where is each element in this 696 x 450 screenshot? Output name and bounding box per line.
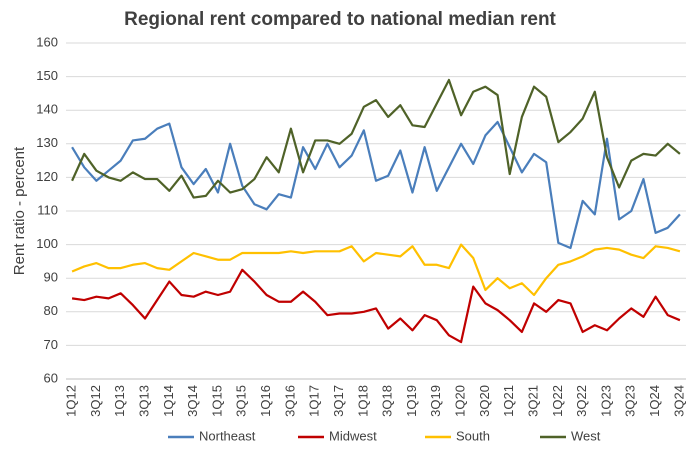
x-tick-label: 1Q12 bbox=[64, 385, 79, 417]
x-tick-label: 3Q21 bbox=[525, 385, 540, 417]
series-line bbox=[71, 243, 681, 297]
x-tick-label: 1Q24 bbox=[647, 385, 662, 417]
x-tick-label: 1Q19 bbox=[404, 385, 419, 417]
x-tick-label: 3Q24 bbox=[671, 385, 686, 417]
x-tick-label: 1Q14 bbox=[161, 385, 176, 417]
x-tick-label: 3Q22 bbox=[574, 385, 589, 417]
x-tick-label: 3Q12 bbox=[88, 385, 103, 417]
series-line bbox=[71, 120, 681, 250]
x-tick-label: 3Q17 bbox=[331, 385, 346, 417]
x-tick-label: 3Q23 bbox=[623, 385, 638, 417]
legend-label: Northeast bbox=[199, 428, 256, 443]
x-tick-label: 1Q20 bbox=[453, 385, 468, 417]
y-tick-label: 140 bbox=[36, 102, 58, 117]
y-tick-label: 120 bbox=[36, 169, 58, 184]
y-tick-label: 130 bbox=[36, 135, 58, 150]
series-line bbox=[71, 268, 681, 344]
legend-label: West bbox=[571, 428, 601, 443]
y-tick-label: 90 bbox=[44, 270, 58, 285]
x-tick-label: 3Q14 bbox=[185, 385, 200, 417]
x-tick-label: 1Q13 bbox=[112, 385, 127, 417]
legend-label: Midwest bbox=[329, 428, 377, 443]
x-tick-label: 1Q18 bbox=[355, 385, 370, 417]
x-tick-label: 1Q16 bbox=[258, 385, 273, 417]
y-tick-label: 100 bbox=[36, 236, 58, 251]
y-tick-label: 70 bbox=[44, 337, 58, 352]
y-tick-label: 60 bbox=[44, 370, 58, 385]
chart-title: Regional rent compared to national media… bbox=[124, 9, 556, 30]
y-axis-label: Rent ratio - percent bbox=[11, 146, 28, 275]
x-tick-label: 3Q20 bbox=[477, 385, 492, 417]
y-tick-label: 80 bbox=[44, 303, 58, 318]
x-tick-label: 1Q21 bbox=[501, 385, 516, 417]
x-tick-label: 3Q18 bbox=[380, 385, 395, 417]
x-tick-label: 3Q15 bbox=[234, 385, 249, 417]
x-tick-label: 1Q22 bbox=[550, 385, 565, 417]
series-line bbox=[71, 78, 681, 199]
legend-label: South bbox=[456, 428, 490, 443]
x-tick-label: 3Q16 bbox=[282, 385, 297, 417]
x-tick-label: 1Q23 bbox=[598, 385, 613, 417]
x-tick-label: 1Q17 bbox=[307, 385, 322, 417]
x-tick-label: 3Q19 bbox=[428, 385, 443, 417]
x-tick-label: 1Q15 bbox=[209, 385, 224, 417]
y-tick-label: 160 bbox=[36, 34, 58, 49]
y-tick-label: 110 bbox=[37, 202, 58, 217]
x-tick-label: 3Q13 bbox=[136, 385, 151, 417]
y-tick-label: 150 bbox=[36, 68, 58, 83]
